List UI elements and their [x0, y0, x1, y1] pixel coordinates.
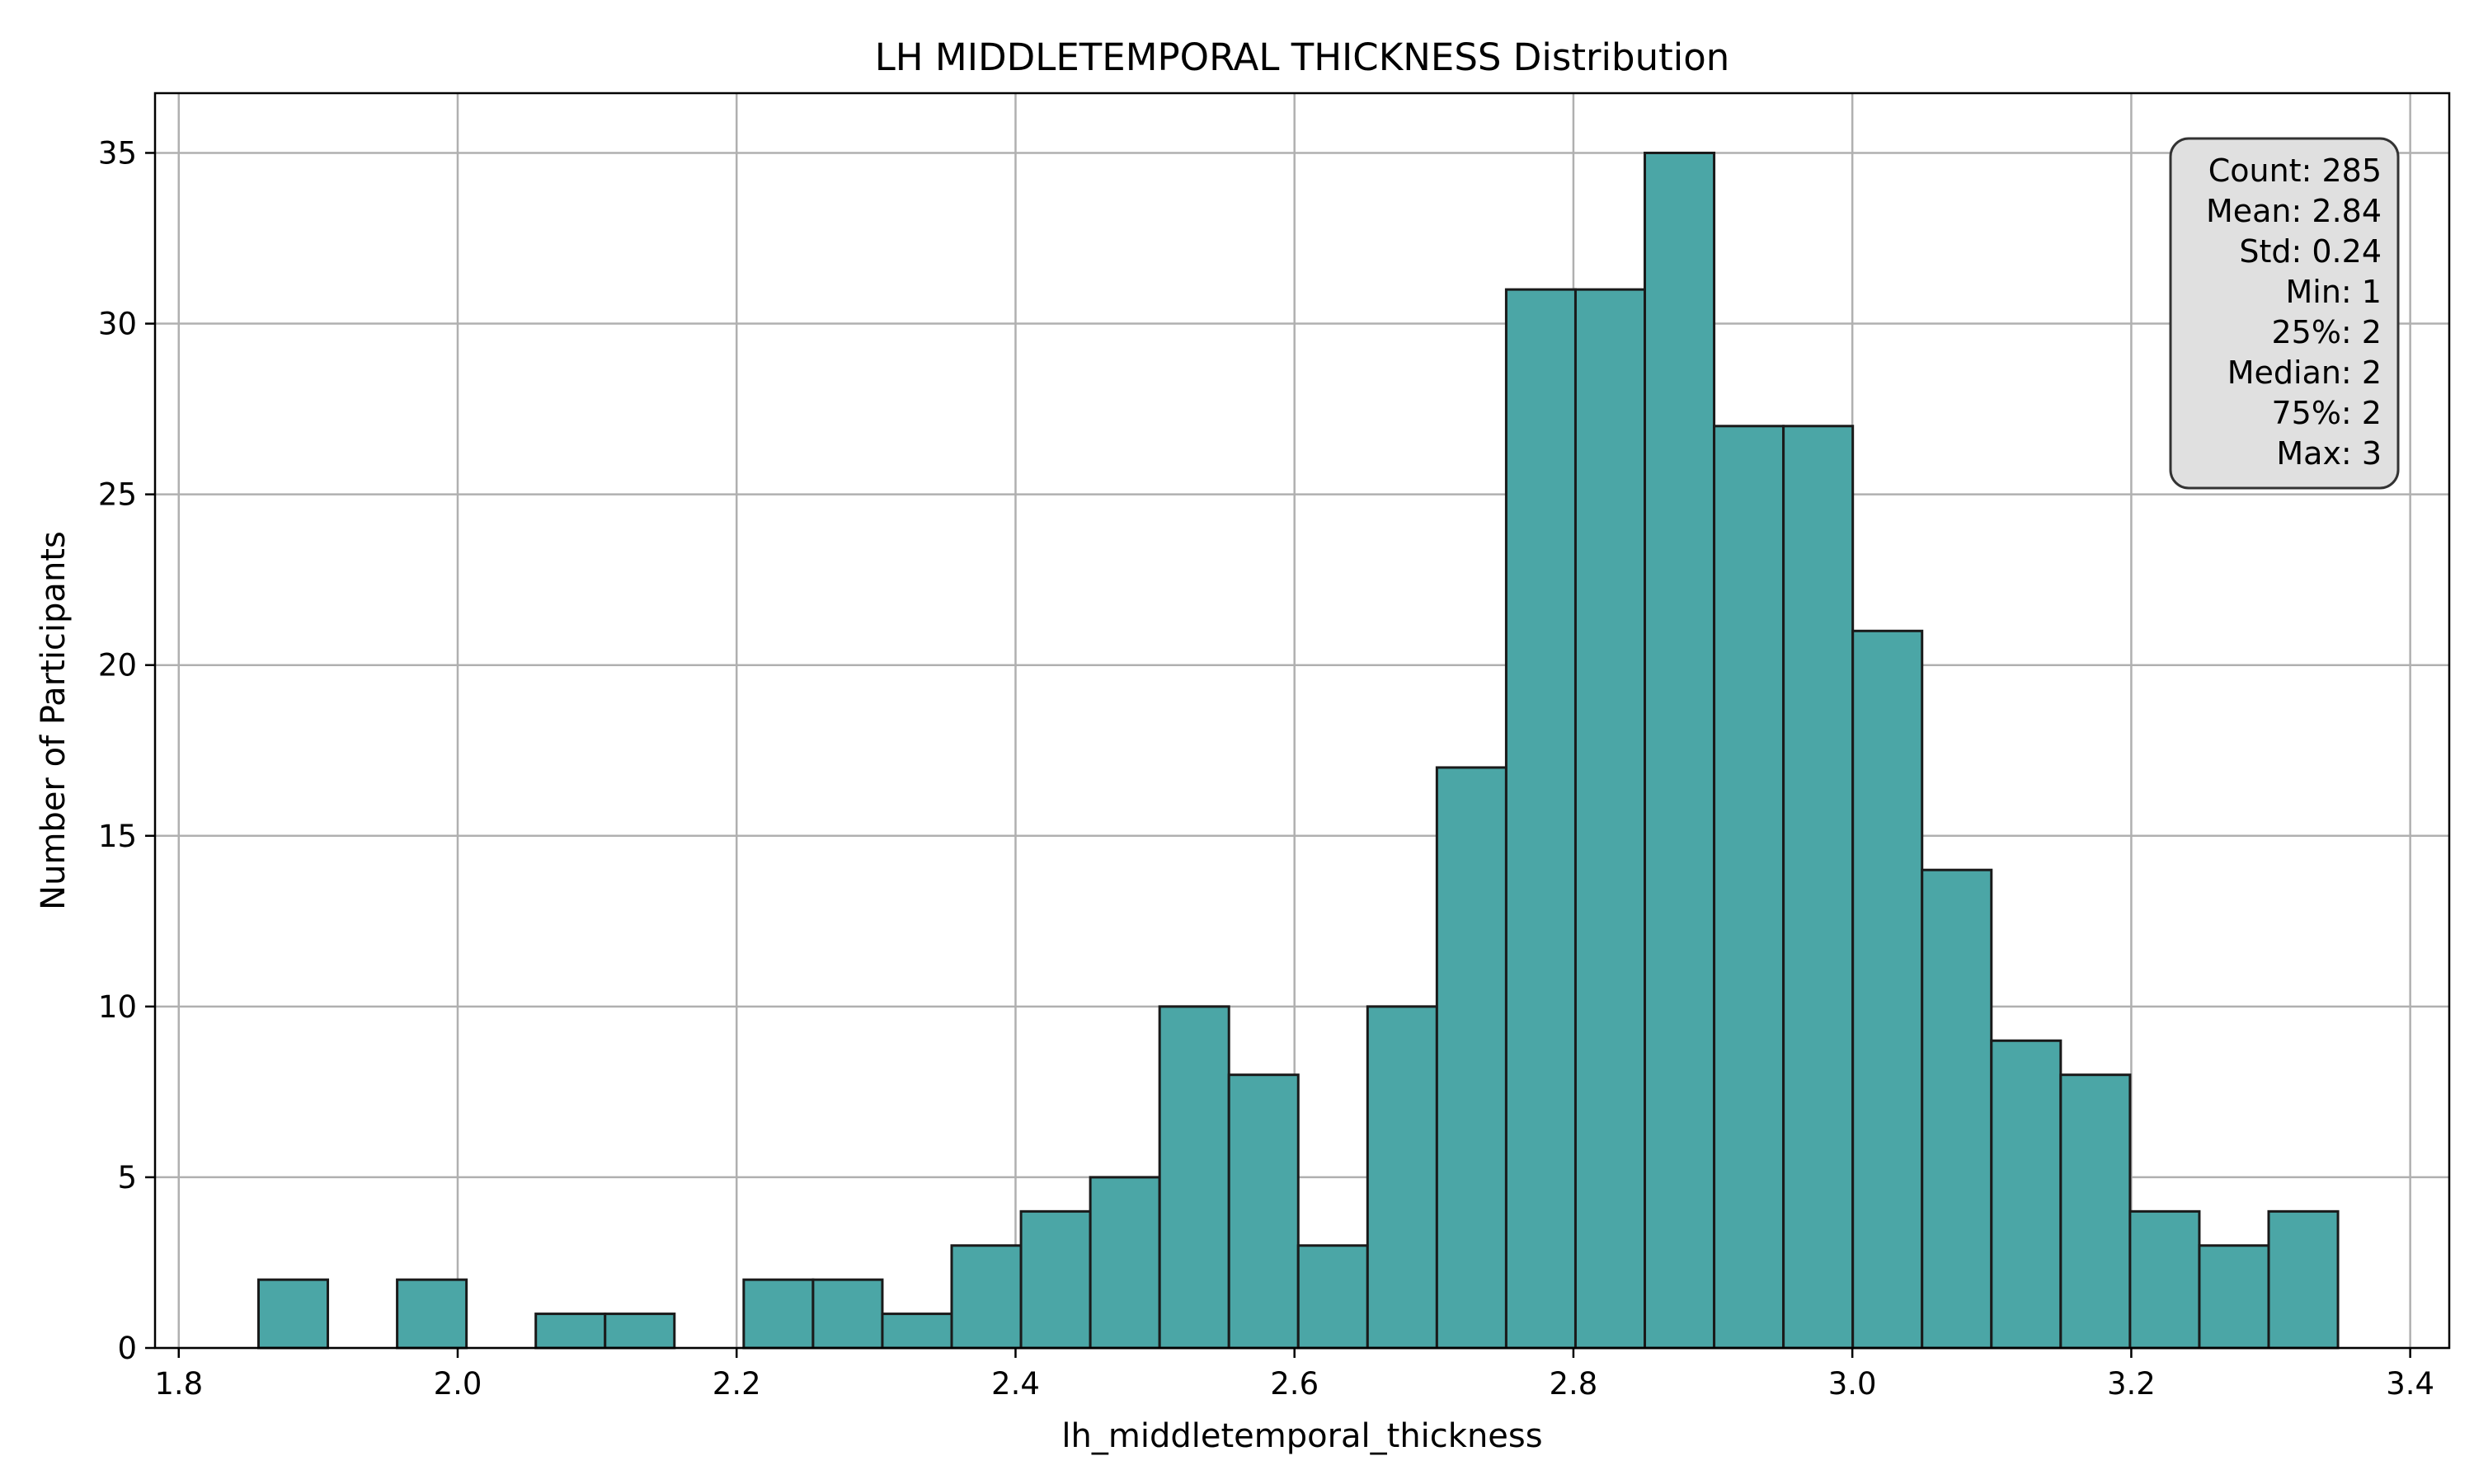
histogram-bar — [811, 1278, 884, 1350]
y-tick-label: 15 — [98, 819, 137, 854]
y-tick-label: 20 — [98, 648, 137, 683]
stats-line: Max: 3 — [2276, 435, 2382, 472]
x-tick-label: 2.2 — [713, 1366, 761, 1402]
histogram-bar — [1089, 1176, 1161, 1350]
y-tick-label: 10 — [98, 989, 137, 1025]
histogram-bar — [1435, 766, 1507, 1350]
histogram-bar — [1782, 425, 1855, 1350]
histogram-bar — [2267, 1209, 2340, 1350]
stats-line: Count: 285 — [2208, 153, 2382, 189]
x-tick-label: 3.4 — [2386, 1366, 2434, 1402]
histogram-bar — [1573, 288, 1647, 1350]
stats-line: 75%: 2 — [2271, 395, 2382, 431]
y-tick-label: 0 — [117, 1331, 137, 1366]
histogram-bar — [950, 1244, 1023, 1350]
histogram-bar — [256, 1278, 330, 1350]
plot-frame — [153, 92, 2451, 1350]
y-axis-label: Number of Participants — [35, 531, 73, 910]
x-axis: 1.8 2.0 2.2 2.4 2.6 2.8 3.0 3.2 3.4 — [154, 1348, 2434, 1402]
x-tick-label: 2.8 — [1550, 1366, 1598, 1402]
histogram-bar — [534, 1313, 607, 1350]
summary-stats-box: Count: 285 Mean: 2.84 Std: 0.24 Min: 1 25%: … — [2169, 137, 2400, 490]
histogram-bar — [1504, 288, 1577, 1350]
y-tick-label: 25 — [98, 477, 137, 513]
histogram-bar — [1019, 1209, 1092, 1350]
histogram-bar — [2128, 1209, 2201, 1350]
x-tick-label: 2.4 — [991, 1366, 1040, 1402]
histogram-bar — [1158, 1005, 1230, 1350]
histogram-bar — [1366, 1005, 1438, 1350]
histogram-bar — [396, 1278, 468, 1350]
histogram-bar — [1644, 151, 1716, 1350]
histogram-bar — [881, 1313, 953, 1350]
y-tick-label: 35 — [98, 135, 137, 171]
stats-line: Mean: 2.84 — [2206, 193, 2382, 229]
stats-box-background — [2169, 137, 2400, 490]
histogram-bar — [2059, 1073, 2132, 1350]
histogram-bar — [1921, 868, 1993, 1350]
x-tick-label: 1.8 — [154, 1366, 203, 1402]
x-tick-label: 3.0 — [1828, 1366, 1877, 1402]
histogram-bar — [604, 1313, 676, 1350]
y-tick-label: 5 — [117, 1160, 137, 1195]
histogram-bar — [742, 1278, 815, 1350]
histogram-bar — [1296, 1244, 1369, 1350]
stats-line: Median: 2 — [2227, 355, 2382, 391]
x-axis-label: lh_middletemporal_thickness — [1061, 1417, 1542, 1455]
stats-line: Min: 1 — [2286, 274, 2382, 310]
chart-title: LH MIDDLETEMPORAL THICKNESS Distribution — [875, 35, 1730, 79]
histogram-bar — [1227, 1073, 1300, 1350]
histogram-bars — [256, 151, 2340, 1350]
histogram-bar — [1713, 425, 1785, 1350]
stats-line: 25%: 2 — [2271, 314, 2382, 350]
stats-line: Std: 0.24 — [2239, 233, 2382, 270]
histogram-bar — [2198, 1244, 2270, 1350]
histogram-bar — [1990, 1039, 2062, 1350]
histogram-bar — [1851, 629, 1924, 1350]
x-tick-label: 3.2 — [2107, 1366, 2156, 1402]
x-tick-label: 2.6 — [1270, 1366, 1319, 1402]
y-tick-label: 30 — [98, 307, 137, 342]
x-tick-label: 2.0 — [434, 1366, 482, 1402]
y-axis: 0 5 10 15 20 25 30 35 — [98, 135, 155, 1366]
